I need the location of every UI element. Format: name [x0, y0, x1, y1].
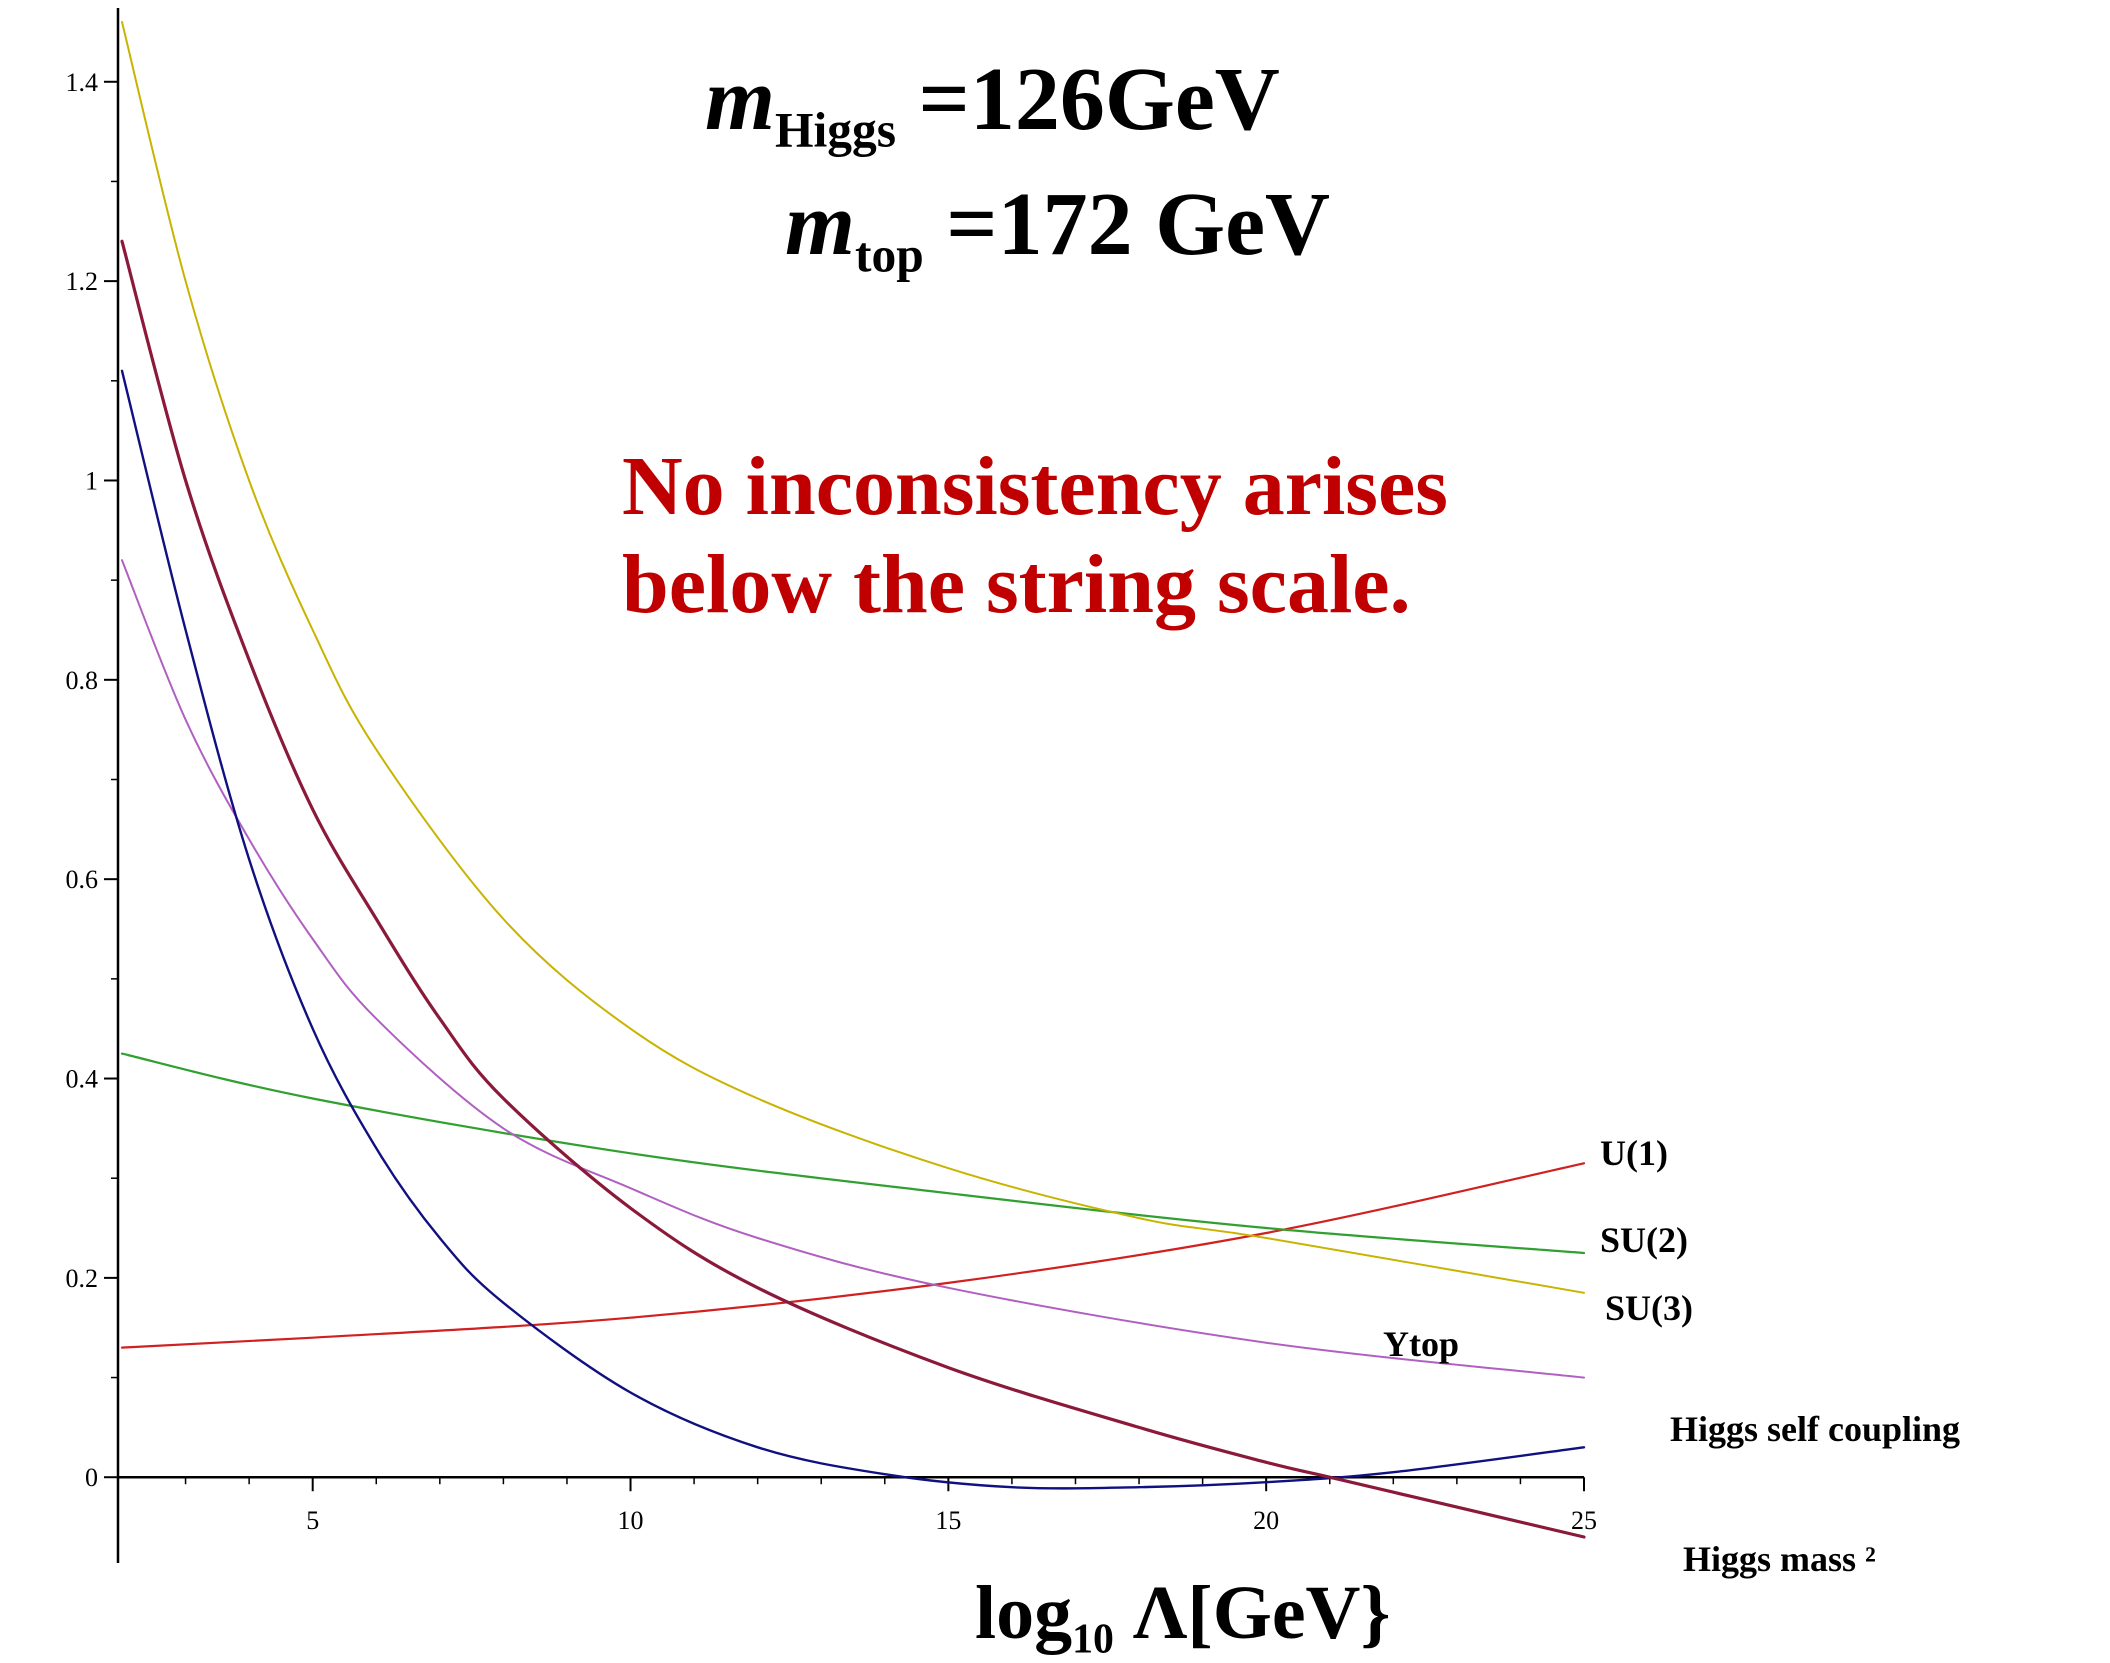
x-tick-label: 20	[1253, 1506, 1279, 1535]
x-tick-label: 10	[618, 1506, 644, 1535]
higgs-mass-value: =126GeV	[896, 50, 1280, 149]
y-tick-label: 0.6	[66, 865, 99, 894]
higgs-mass-symbol: m	[705, 50, 776, 149]
top-mass-subscript: top	[855, 227, 924, 283]
series-line-1	[120, 1052, 1586, 1255]
y-tick-label: 1.2	[66, 267, 99, 296]
series-line-5	[120, 239, 1586, 1539]
x-axis-label: log10 Λ[GeV}	[975, 1575, 1390, 1661]
y-tick-label: 0.4	[66, 1065, 99, 1094]
chart-series	[120, 21, 1586, 1539]
series-label-ytop: Ytop	[1383, 1324, 1460, 1364]
series-line-3	[121, 559, 1585, 1379]
top-mass-value: =172 GeV	[923, 175, 1331, 274]
series-line-4	[120, 369, 1586, 1490]
y-tick-label: 0	[85, 1463, 98, 1492]
series-label-u1: U(1)	[1600, 1133, 1668, 1173]
consistency-message: No inconsistency arises below the string…	[622, 438, 1448, 635]
y-tick-label: 1.4	[66, 68, 99, 97]
higgs-mass-heading: mHiggs =126GeV	[705, 55, 1280, 155]
series-label-higgs-self-coupling: Higgs self coupling	[1670, 1409, 1961, 1449]
x-axis-label-subscript: 10	[1072, 1616, 1114, 1663]
x-tick-label: 25	[1571, 1506, 1597, 1535]
chart-axes: 5 10 15 20 25 0 0.2 0.4 0.6 0.8 1 1.2 1.4	[66, 8, 1597, 1563]
series-line-0	[120, 1162, 1586, 1349]
series-label-su3: SU(3)	[1605, 1288, 1693, 1328]
y-tick-label: 1	[85, 466, 98, 495]
consistency-message-line-2: below the string scale.	[622, 538, 1411, 632]
series-label-su2: SU(2)	[1600, 1220, 1688, 1260]
consistency-message-line-1: No inconsistency arises	[622, 440, 1448, 533]
x-axis-label-suffix: Λ[GeV}	[1113, 1571, 1391, 1655]
x-axis-label-prefix: log	[975, 1571, 1073, 1655]
higgs-mass-subscript: Higgs	[775, 102, 897, 158]
series-line-2	[121, 21, 1585, 1294]
y-tick-label: 0.8	[66, 666, 99, 695]
x-tick-label: 5	[306, 1506, 319, 1535]
y-tick-label: 0.2	[66, 1264, 99, 1293]
x-tick-label: 15	[935, 1506, 961, 1535]
top-mass-symbol: m	[785, 175, 856, 274]
top-mass-heading: mtop =172 GeV	[785, 180, 1330, 280]
series-label-higgs-mass-squared: Higgs mass ²	[1683, 1539, 1876, 1579]
